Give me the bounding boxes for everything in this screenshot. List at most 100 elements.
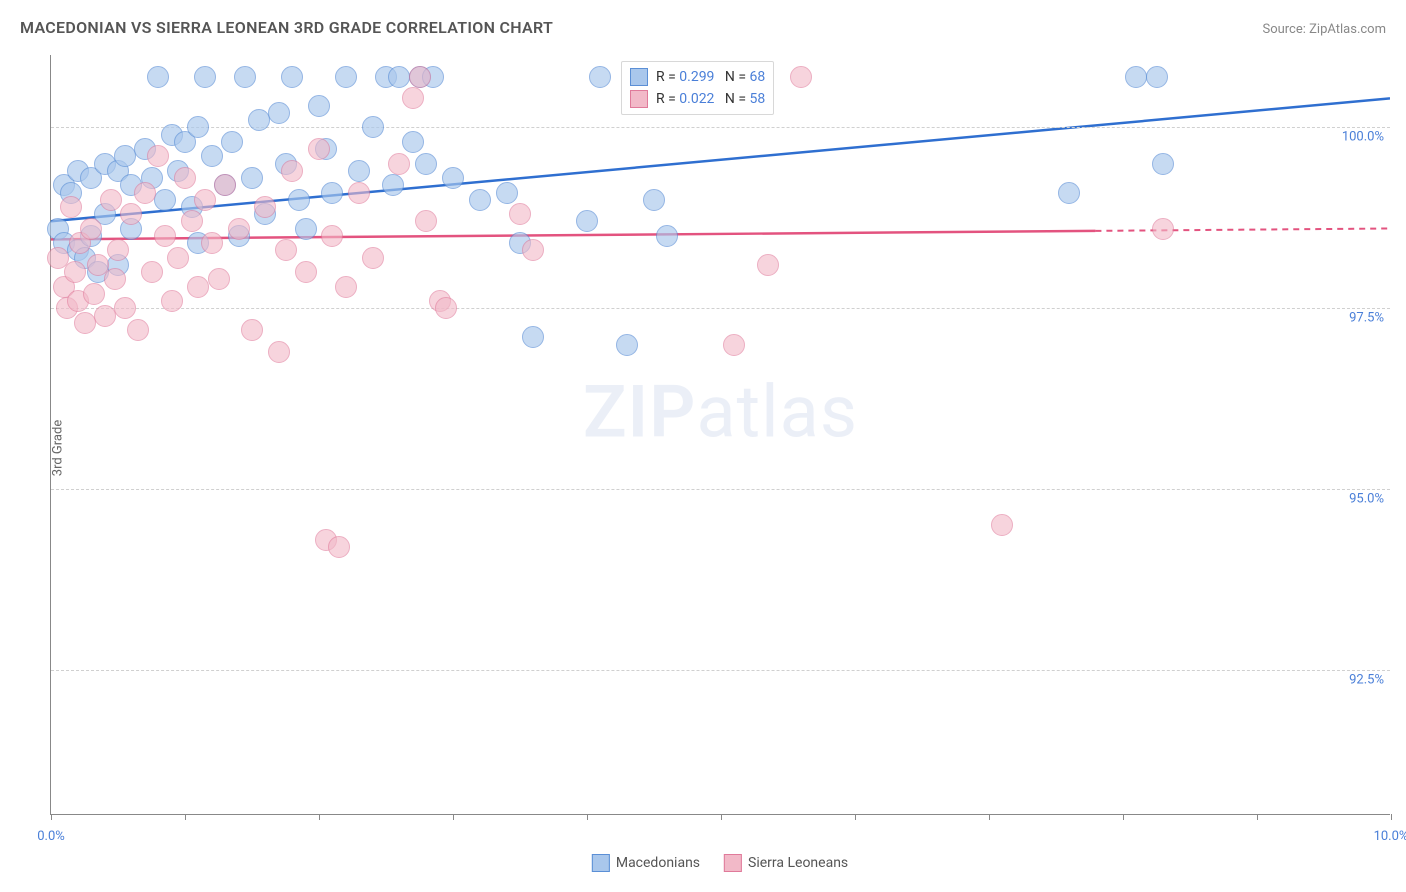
legend-swatch [592,854,610,872]
data-point [60,196,82,218]
data-point [295,261,317,283]
data-point [509,203,531,225]
y-tick-label: 95.0% [1349,492,1384,507]
data-point [141,261,163,283]
x-tick [453,814,454,820]
data-point [147,66,169,88]
data-point [114,297,136,319]
data-point [241,319,263,341]
data-point [435,297,457,319]
legend-swatch [724,854,742,872]
data-point [80,218,102,240]
data-point [321,225,343,247]
y-tick-label: 97.5% [1349,311,1384,326]
x-tick [855,814,856,820]
data-point [1152,153,1174,175]
data-point [335,276,357,298]
data-point [388,153,410,175]
data-point [181,210,203,232]
x-tick [185,814,186,820]
stats-legend-row: R = 0.299 N = 68 [630,66,765,88]
data-point [362,247,384,269]
data-point [241,167,263,189]
data-point [228,218,250,240]
data-point [348,160,370,182]
data-point [107,239,129,261]
plot-region: ZIPatlas R = 0.299 N = 68R = 0.022 N = 5… [50,55,1390,815]
legend-label: Macedonians [616,855,700,871]
data-point [281,160,303,182]
data-point [402,131,424,153]
gridline [51,308,1390,309]
series-legend: Macedonians Sierra Leoneans [592,854,848,872]
data-point [496,182,518,204]
x-tick [51,814,52,820]
x-tick [989,814,990,820]
data-point [94,305,116,327]
data-point [268,341,290,363]
data-point [120,203,142,225]
data-point [348,182,370,204]
data-point [308,138,330,160]
data-point [194,189,216,211]
data-point [174,167,196,189]
data-point [308,95,330,117]
data-point [64,261,86,283]
data-point [335,66,357,88]
data-point [409,66,431,88]
data-point [382,174,404,196]
data-point [100,189,122,211]
data-point [167,247,189,269]
watermark: ZIPatlas [583,369,858,454]
data-point [328,536,350,558]
x-tick-label: 0.0% [37,829,65,844]
data-point [201,145,223,167]
data-point [83,283,105,305]
x-tick-label: 10.0% [1374,829,1406,844]
data-point [114,145,136,167]
data-point [643,189,665,211]
data-point [388,66,410,88]
chart-area: 3rd Grade ZIPatlas R = 0.299 N = 68R = 0… [50,55,1390,840]
data-point [187,116,209,138]
legend-swatch [630,90,648,108]
data-point [288,189,310,211]
data-point [275,239,297,261]
data-point [254,196,276,218]
data-point [268,102,290,124]
data-point [248,109,270,131]
data-point [442,167,464,189]
data-point [723,334,745,356]
x-tick [1391,814,1392,820]
data-point [201,232,223,254]
legend-swatch [630,68,648,86]
data-point [234,66,256,88]
x-tick [1123,814,1124,820]
data-point [154,189,176,211]
data-point [1125,66,1147,88]
data-point [147,145,169,167]
data-point [127,319,149,341]
data-point [161,290,183,312]
legend-label: Sierra Leoneans [748,855,848,871]
data-point [74,312,96,334]
data-point [790,66,812,88]
data-point [295,218,317,240]
data-point [281,66,303,88]
data-point [415,153,437,175]
data-point [321,182,343,204]
stats-legend-text: R = 0.299 N = 68 [656,69,765,85]
data-point [589,66,611,88]
x-tick [319,814,320,820]
legend-item: Sierra Leoneans [724,854,848,872]
y-tick-label: 92.5% [1349,673,1384,688]
data-point [194,66,216,88]
data-point [576,210,598,232]
data-point [522,239,544,261]
data-point [154,225,176,247]
gridline [51,670,1390,671]
chart-source: Source: ZipAtlas.com [1262,22,1386,37]
data-point [208,268,230,290]
data-point [1152,218,1174,240]
data-point [187,276,209,298]
